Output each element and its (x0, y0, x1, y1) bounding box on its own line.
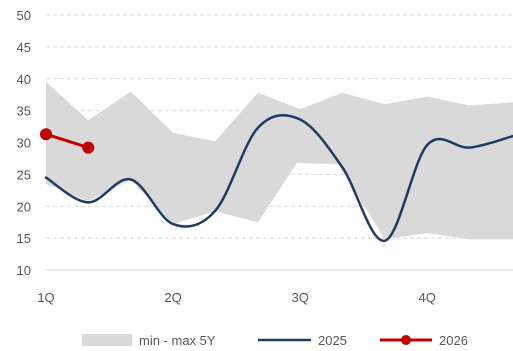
x-axis-tick-labels: 1Q 2Q 3Q 4Q (37, 290, 436, 305)
y-tick-label: 15 (17, 231, 31, 246)
legend-band-swatch (82, 334, 132, 346)
x-tick-label: 1Q (37, 290, 54, 305)
x-tick-label: 4Q (419, 290, 436, 305)
x-tick-label: 2Q (164, 290, 181, 305)
y-tick-label: 50 (17, 8, 31, 23)
x-tick-label: 3Q (291, 290, 308, 305)
legend-2025-label: 2025 (318, 333, 347, 348)
y-tick-label: 20 (17, 199, 31, 214)
series-2025-line (44, 114, 513, 242)
series-2026-line (44, 132, 90, 150)
series-2026-point (40, 128, 52, 141)
legend-2026-label: 2026 (439, 333, 468, 348)
y-tick-label: 10 (17, 263, 31, 278)
y-axis-tick-labels: 10 15 20 25 30 35 40 45 50 (17, 8, 31, 278)
y-tick-label: 30 (17, 136, 31, 151)
legend: min - max 5Y 2025 2026 (82, 333, 468, 348)
legend-band-label: min - max 5Y (139, 333, 216, 348)
y-tick-label: 40 (17, 72, 31, 87)
y-tick-label: 25 (17, 167, 31, 182)
y-tick-label: 35 (17, 104, 31, 119)
legend-2026-marker (401, 335, 411, 345)
series-2026-markers (40, 128, 95, 154)
min-max-5y-band (46, 81, 513, 240)
y-tick-label: 45 (17, 40, 31, 55)
series-2026-point (82, 141, 95, 154)
